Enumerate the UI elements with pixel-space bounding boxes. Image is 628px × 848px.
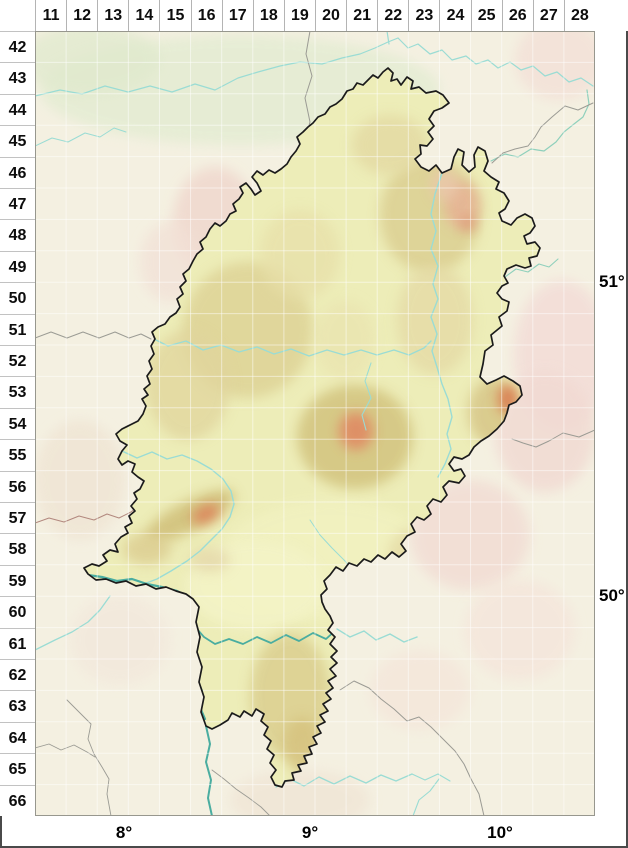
column-label: 20 [315, 0, 347, 31]
column-label: 17 [221, 0, 253, 31]
row-label: 54 [0, 407, 35, 440]
row-label: 61 [0, 627, 35, 659]
column-label: 18 [252, 0, 284, 31]
column-label: 21 [346, 0, 378, 31]
row-label: 42 [0, 31, 35, 63]
column-label: 22 [377, 0, 409, 31]
row-label: 52 [0, 345, 35, 377]
terrain-map-canvas [35, 31, 595, 816]
row-label: 50 [0, 282, 35, 314]
corner-cell-top-right [595, 0, 628, 31]
row-label: 60 [0, 596, 35, 628]
corner-cell-top-left [0, 0, 35, 31]
row-label: 63 [0, 690, 35, 722]
column-label: 24 [439, 0, 471, 31]
row-label: 62 [0, 659, 35, 691]
column-label: 16 [190, 0, 222, 31]
row-label: 59 [0, 564, 35, 597]
column-label: 14 [128, 0, 160, 31]
column-label: 27 [532, 0, 564, 31]
row-label: 53 [0, 376, 35, 408]
column-label: 15 [159, 0, 191, 31]
row-label: 43 [0, 62, 35, 94]
row-label: 48 [0, 219, 35, 251]
row-label: 57 [0, 502, 35, 534]
row-label: 46 [0, 156, 35, 188]
row-label: 44 [0, 93, 35, 126]
longitude-label: 9° [301, 823, 319, 842]
row-label: 55 [0, 439, 35, 471]
row-label: 58 [0, 533, 35, 565]
column-label: 26 [501, 0, 533, 31]
column-label: 13 [97, 0, 129, 31]
latitude-label: 50° [599, 586, 625, 605]
latitude-label: 51° [599, 272, 625, 291]
column-label: 23 [408, 0, 440, 31]
longitude-label: 10° [487, 823, 513, 842]
row-label: 47 [0, 188, 35, 220]
column-label: 28 [563, 0, 595, 31]
row-label: 51 [0, 313, 35, 345]
row-label: 56 [0, 470, 35, 502]
row-label: 49 [0, 250, 35, 283]
row-label: 66 [0, 784, 35, 816]
longitude-label: 8° [115, 823, 133, 842]
column-label: 19 [283, 0, 315, 31]
row-label: 65 [0, 753, 35, 785]
row-label: 64 [0, 721, 35, 754]
column-label: 11 [35, 0, 67, 31]
column-label: 12 [66, 0, 98, 31]
column-label: 25 [470, 0, 502, 31]
row-label: 45 [0, 125, 35, 157]
